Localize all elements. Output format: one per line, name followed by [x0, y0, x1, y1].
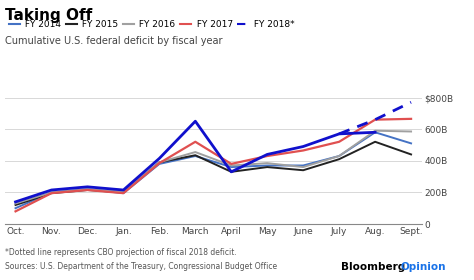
Text: Bloomberg: Bloomberg [341, 262, 406, 272]
Legend:  FY 2014,  FY 2015,  FY 2016,  FY 2017,  FY 2018*: FY 2014, FY 2015, FY 2016, FY 2017, FY 2… [5, 16, 298, 32]
Text: Taking Off: Taking Off [5, 8, 92, 24]
Text: Opinion: Opinion [401, 262, 446, 272]
Text: Sources: U.S. Department of the Treasury, Congressional Budget Office: Sources: U.S. Department of the Treasury… [5, 262, 277, 271]
Text: *Dotted line represents CBO projection of fiscal 2018 deficit.: *Dotted line represents CBO projection o… [5, 248, 237, 257]
Text: Cumulative U.S. federal deficit by fiscal year: Cumulative U.S. federal deficit by fisca… [5, 36, 222, 46]
